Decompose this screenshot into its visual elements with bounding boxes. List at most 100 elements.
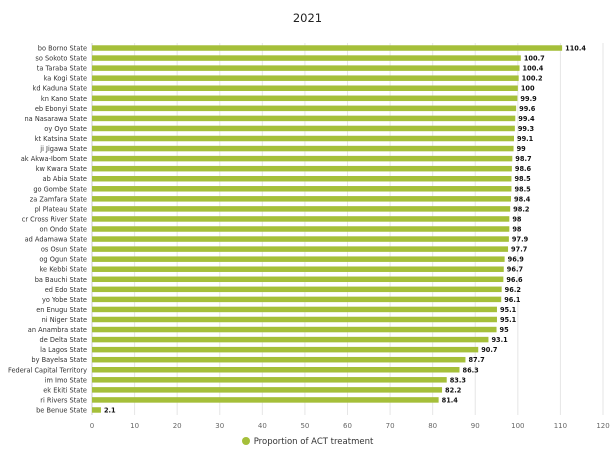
data-label: 86.3 xyxy=(462,366,479,374)
data-label: 99.6 xyxy=(519,105,536,113)
data-label: 99.4 xyxy=(518,115,535,123)
category-label: on Ondo State xyxy=(40,226,87,234)
x-tick-label: 40 xyxy=(258,422,267,430)
data-label: 98.5 xyxy=(514,175,531,183)
category-label: ad Adamawa State xyxy=(25,236,87,244)
bar[interactable] xyxy=(92,95,518,102)
data-label: 99.9 xyxy=(520,95,537,103)
bar[interactable] xyxy=(92,326,497,333)
bar[interactable] xyxy=(92,286,502,293)
bar[interactable] xyxy=(92,155,513,162)
x-tick-label: 50 xyxy=(300,422,309,430)
chart-title: 2021 xyxy=(292,11,323,25)
bar[interactable] xyxy=(92,226,510,232)
bar[interactable] xyxy=(92,105,517,112)
data-label: 99 xyxy=(517,145,527,153)
bar[interactable] xyxy=(92,125,515,132)
category-label: pl Plateau State xyxy=(35,205,87,213)
data-label: 96.7 xyxy=(507,266,524,274)
bar[interactable] xyxy=(92,145,514,152)
bar[interactable] xyxy=(92,336,489,343)
data-label: 98.6 xyxy=(515,165,532,173)
data-label: 98 xyxy=(512,226,522,234)
bar[interactable] xyxy=(92,316,497,323)
bar[interactable] xyxy=(92,256,505,262)
bar[interactable] xyxy=(92,266,504,272)
x-tick-label: 110 xyxy=(554,422,567,430)
bar[interactable] xyxy=(92,236,509,242)
data-label: 81.4 xyxy=(442,396,459,404)
category-label: yo Yobe State xyxy=(42,296,87,304)
data-label: 95 xyxy=(500,326,510,334)
category-label: be Benue State xyxy=(36,406,87,414)
bar[interactable] xyxy=(92,65,520,71)
x-tick-label: 0 xyxy=(90,422,94,430)
data-label: 95.1 xyxy=(500,306,517,314)
bar[interactable] xyxy=(92,216,510,222)
category-label: og Ogun State xyxy=(39,256,87,264)
category-label: eb Ebonyi State xyxy=(35,105,87,113)
bar[interactable] xyxy=(92,276,504,283)
x-tick-label: 120 xyxy=(596,422,609,430)
bar[interactable] xyxy=(92,186,512,192)
data-label: 100.2 xyxy=(522,75,543,83)
category-label: ab Abia State xyxy=(43,175,87,183)
category-label: cr Cross River State xyxy=(22,215,87,223)
category-label: so Sokoto State xyxy=(35,55,87,63)
bar[interactable] xyxy=(92,85,518,91)
category-label: kn Kano State xyxy=(41,95,87,103)
bar[interactable] xyxy=(92,246,509,252)
bar[interactable] xyxy=(92,397,439,403)
x-tick-label: 10 xyxy=(130,422,139,430)
category-label: im Imo State xyxy=(45,376,87,384)
bar[interactable] xyxy=(92,45,563,51)
category-label: by Bayelsa State xyxy=(31,356,87,364)
bar[interactable] xyxy=(92,175,512,182)
bar[interactable] xyxy=(92,165,512,172)
category-label: na Nasarawa State xyxy=(25,115,88,123)
data-label: 98.7 xyxy=(515,155,532,163)
data-label: 95.1 xyxy=(500,316,517,324)
data-label: 87.7 xyxy=(468,356,485,364)
category-label: kd Kaduna State xyxy=(33,85,87,93)
data-label: 100.4 xyxy=(523,65,544,73)
bar[interactable] xyxy=(92,55,521,61)
category-label: ji Jigawa State xyxy=(39,145,87,153)
category-label: ri Rivers State xyxy=(40,396,87,404)
category-label: os Osun State xyxy=(41,246,87,254)
category-label: ek Ekiti State xyxy=(43,386,87,394)
data-label: 2.1 xyxy=(104,406,116,414)
bar[interactable] xyxy=(92,377,447,383)
category-label: en Enugu State xyxy=(36,306,87,314)
legend-swatch xyxy=(241,437,250,445)
category-label: an Anambra state xyxy=(28,326,87,334)
category-label: Federal Capital Territory xyxy=(8,366,87,374)
bar[interactable] xyxy=(92,75,519,81)
bar[interactable] xyxy=(92,306,497,313)
x-tick-label: 90 xyxy=(471,422,480,430)
data-label: 98.5 xyxy=(514,185,531,193)
bar[interactable] xyxy=(92,346,479,353)
category-label: de Delta State xyxy=(40,336,87,344)
data-label: 96.9 xyxy=(508,256,525,264)
bar[interactable] xyxy=(92,356,466,363)
bar[interactable] xyxy=(92,135,515,142)
x-tick-label: 100 xyxy=(511,422,524,430)
bar[interactable] xyxy=(92,407,101,413)
category-label: ak Akwa-Ibom State xyxy=(21,155,87,163)
bar[interactable] xyxy=(92,196,512,202)
data-label: 96.6 xyxy=(506,276,523,284)
bar[interactable] xyxy=(92,367,460,373)
category-label: kt Katsina State xyxy=(35,135,87,143)
x-tick-label: 80 xyxy=(428,422,437,430)
bar[interactable] xyxy=(92,206,511,212)
bar[interactable] xyxy=(92,115,516,122)
bar[interactable] xyxy=(92,296,502,303)
bar[interactable] xyxy=(92,387,443,393)
category-label: go Gombe State xyxy=(33,185,87,193)
category-label: ed Edo State xyxy=(45,286,87,294)
data-label: 97.9 xyxy=(512,236,529,244)
legend[interactable]: Proportion of ACT treatment xyxy=(0,437,615,447)
